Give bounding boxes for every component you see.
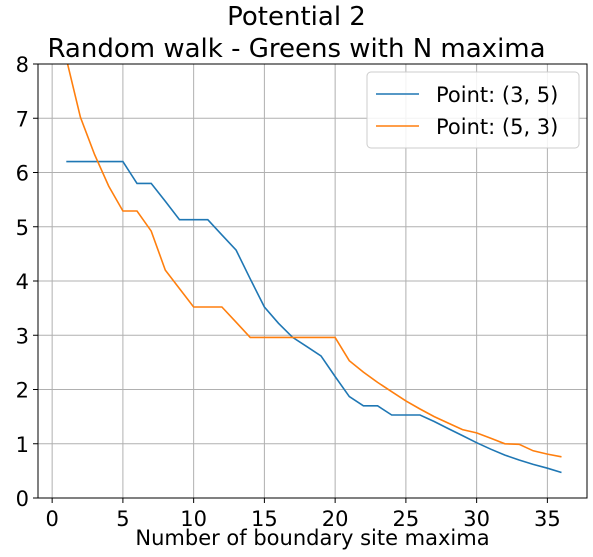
y-tick-label: 0 <box>16 487 29 511</box>
y-tick-label: 7 <box>16 107 29 131</box>
chart-title-line-1: Potential 2 <box>0 2 593 32</box>
y-tick-label: 4 <box>16 270 29 294</box>
x-axis-label: Number of boundary site maxima <box>38 526 587 550</box>
y-tick-label: 5 <box>16 216 29 240</box>
legend-label: Point: (3, 5) <box>436 83 558 107</box>
y-tick-label: 2 <box>16 379 29 403</box>
legend: Point: (3, 5) Point: (5, 3) <box>367 72 579 148</box>
y-tick-label: 6 <box>16 162 29 186</box>
y-tick-label: 3 <box>16 324 29 348</box>
chart-title-line-2: Random walk - Greens with N maxima <box>0 34 593 64</box>
y-tick-label: 1 <box>16 433 29 457</box>
legend-label: Point: (5, 3) <box>436 115 558 139</box>
